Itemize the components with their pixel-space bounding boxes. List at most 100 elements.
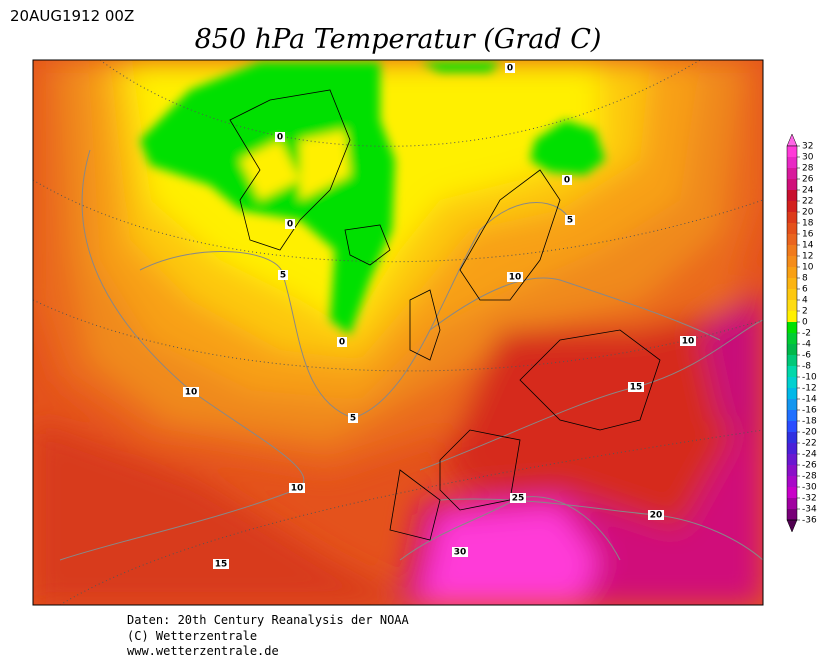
- contour-label: 5: [350, 414, 356, 424]
- colorbar-tick-label: -20: [802, 428, 817, 438]
- colorbar-tick-label: 22: [802, 197, 813, 207]
- colorbar-tick-label: 18: [802, 219, 814, 229]
- colorbar-segment: [787, 487, 797, 498]
- colorbar-tick-label: -36: [802, 516, 817, 526]
- contour-label-box: [213, 559, 229, 569]
- colorbar-tick-label: -4: [802, 340, 811, 350]
- run-label: 20AUG1912 00Z: [10, 7, 134, 25]
- footer-source: Daten: 20th Century Reanalysis der NOAA: [127, 613, 410, 627]
- contour-label-box: [510, 493, 526, 503]
- colorbar-segment: [787, 223, 797, 234]
- contour-label-box: [285, 219, 295, 229]
- contour-label: 0: [564, 176, 570, 186]
- colorbar-segment: [787, 399, 797, 410]
- colorbar-segment: [787, 465, 797, 476]
- colorbar-segment: [787, 498, 797, 509]
- contour-label-box: [278, 270, 288, 280]
- colorbar-tick-label: -8: [802, 362, 811, 372]
- contour-label-box: [565, 215, 575, 225]
- colorbar-tick-label: -16: [802, 406, 817, 416]
- colorbar-tick-label: 12: [802, 252, 813, 262]
- colorbar-segment: [787, 300, 797, 311]
- colorbar-segment: [787, 278, 797, 289]
- colorbar-segment: [787, 245, 797, 256]
- colorbar-arrow-top: [786, 133, 798, 147]
- contour-label-box: [628, 382, 644, 392]
- colorbar-tick-label: 0: [802, 318, 808, 328]
- colorbar-segment: [787, 256, 797, 267]
- colorbar-segment: [787, 344, 797, 355]
- colorbar-segment: [787, 421, 797, 432]
- colorbar-tick-label: 6: [802, 285, 808, 295]
- contour-label-box: [507, 272, 523, 282]
- colorbar-tick-label: -24: [802, 450, 817, 460]
- contour-label: 0: [277, 133, 283, 143]
- contour-label-box: [275, 132, 285, 142]
- contour-label: 10: [509, 273, 522, 283]
- graticule: [33, 60, 763, 605]
- contour-label-box: [562, 175, 572, 185]
- contour-label: 10: [682, 337, 695, 347]
- colorbar-tick-label: 8: [802, 274, 808, 284]
- coastlines: [229, 89, 661, 541]
- title: 850 hPa Temperatur (Grad C): [195, 24, 602, 55]
- colorbar-tick-label: -18: [802, 417, 817, 427]
- colorbar-segment: [787, 476, 797, 487]
- colorbar-segment: [787, 410, 797, 421]
- colorbar-arrow-bottom: [786, 519, 798, 533]
- colorbar-segment: [787, 443, 797, 454]
- colorbar-tick-label: -6: [802, 351, 811, 361]
- contour-label-box: [337, 337, 347, 347]
- colorbar-tick-label: 30: [802, 153, 814, 163]
- colorbar-segment: [787, 289, 797, 300]
- colorbar-tick-label: -26: [802, 461, 817, 471]
- contour-label: 5: [567, 216, 573, 226]
- map-frame: [32, 59, 764, 606]
- map: [33, 60, 763, 605]
- colorbar-segment: [787, 179, 797, 190]
- colorbar-segment: [787, 432, 797, 443]
- contour-label-box: [505, 63, 515, 73]
- contour-label: 0: [287, 220, 293, 230]
- colorbar-segment: [787, 201, 797, 212]
- colorbar-segment: [787, 322, 797, 333]
- colorbar-segment: [787, 212, 797, 223]
- colorbar-tick-label: 20: [802, 208, 814, 218]
- colorbar-tick-label: 24: [802, 186, 814, 196]
- colorbar-tick-label: -32: [802, 494, 817, 504]
- colorbar-segment: [787, 509, 797, 520]
- colorbar-segment: [787, 234, 797, 245]
- contour-label: 10: [185, 388, 198, 398]
- colorbar-tick-label: -14: [802, 395, 817, 405]
- colorbar-tick-label: 14: [802, 241, 814, 251]
- colorbar-tick-label: 28: [802, 164, 814, 174]
- colorbar-segment: [787, 311, 797, 322]
- colorbar-tick-label: -2: [802, 329, 811, 339]
- contour-label: 25: [512, 494, 525, 504]
- contour-label: 0: [339, 338, 345, 348]
- colorbar-segment: [787, 190, 797, 201]
- colorbar-tick-label: -12: [802, 384, 817, 394]
- contour-label: 15: [630, 383, 643, 393]
- colorbar-segment: [787, 454, 797, 465]
- colorbar-tick-label: 16: [802, 230, 814, 240]
- colorbar-tick-label: -10: [802, 373, 817, 383]
- contour-label: 5: [280, 271, 286, 281]
- contour-label-box: [183, 387, 199, 397]
- colorbar-tick-label: -30: [802, 483, 817, 493]
- footer-url: www.wetterzentrale.de: [127, 644, 279, 658]
- contour-label-box: [348, 413, 358, 423]
- colorbar-segment: [787, 267, 797, 278]
- colorbar-segment: [787, 168, 797, 179]
- colorbar-tick-label: -34: [802, 505, 817, 515]
- contour-label: 0: [507, 64, 513, 74]
- contour-label: 20: [650, 511, 663, 521]
- contour-label-box: [452, 547, 468, 557]
- colorbar-tick-label: 10: [802, 263, 814, 273]
- colorbar-tick-label: 26: [802, 175, 814, 185]
- colorbar-tick-label: 4: [802, 296, 808, 306]
- colorbar-segment: [787, 366, 797, 377]
- colorbar-tick-label: -22: [802, 439, 817, 449]
- colorbar-tick-label: 32: [802, 142, 813, 152]
